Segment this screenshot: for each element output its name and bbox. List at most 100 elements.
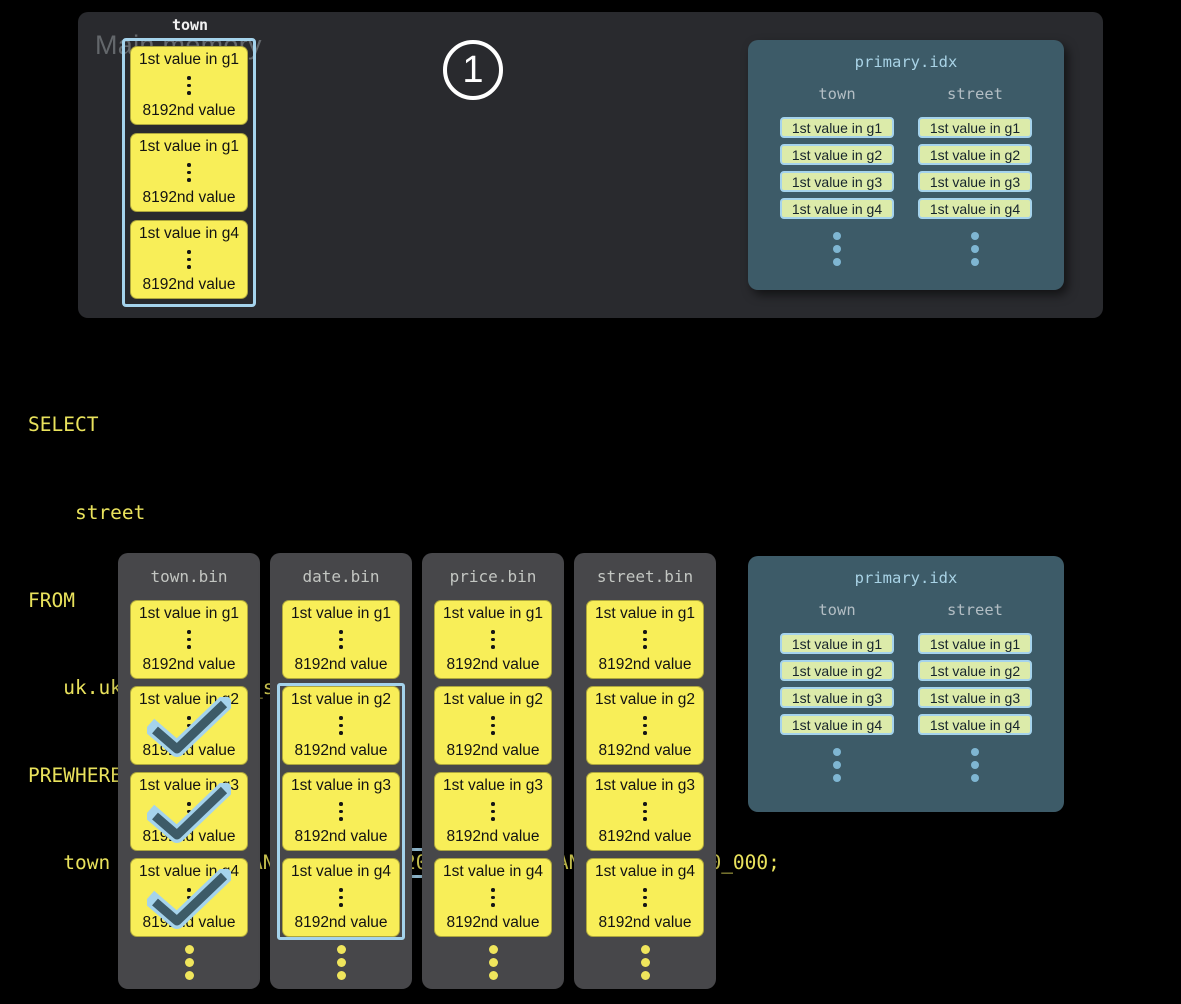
granule-last-value: 8192nd value — [598, 828, 692, 845]
granule-last-value: 8192nd value — [598, 742, 692, 759]
bin-panels-row: town.bin 1st value in g1 8192nd value — [118, 553, 716, 989]
bin-granule-list: 1st value in g1 8192nd value 1st value i… — [434, 600, 552, 937]
granule-block: 1st value in g2 8192nd value — [434, 686, 552, 765]
bin-granule-list: 1st value in g1 8192nd value 1st value i… — [130, 600, 248, 937]
step-number: 1 — [462, 48, 484, 91]
sql-line: SELECT — [28, 413, 99, 437]
index-pill: 1st value in g1 — [780, 633, 894, 654]
checkmark-icon — [147, 869, 231, 929]
granule-block: 1st value in g3 8192nd value — [130, 772, 248, 851]
index-pill-list: 1st value in g1 1st value in g2 1st value … — [918, 117, 1032, 219]
granule-first-value: 1st value in g4 — [595, 863, 695, 880]
bin-title: town.bin — [150, 567, 228, 586]
ellipsis-dots-icon — [339, 716, 343, 735]
ellipsis-dots-icon — [971, 748, 979, 782]
index-column: street 1st value in g1 1st value in g2 1st… — [918, 593, 1032, 782]
index-pill: 1st value in g4 — [780, 714, 894, 735]
bin-panel: street.bin 1st value in g1 8192nd value — [574, 553, 716, 989]
index-column: town 1st value in g1 1st value in g2 1st v… — [780, 593, 894, 782]
granule-last-value: 8192nd value — [446, 742, 540, 759]
ellipsis-dots-icon — [187, 250, 191, 269]
ellipsis-dots-icon — [491, 888, 495, 907]
checkmark-icon — [147, 783, 231, 843]
ellipsis-dots-icon — [971, 232, 979, 266]
granule-block: 1st value in g3 8192nd value — [586, 772, 704, 851]
granule-block: 1st value in g2 8192nd value — [130, 686, 248, 765]
index-pill: 1st value in g2 — [918, 144, 1032, 165]
ellipsis-dots-icon — [187, 630, 191, 649]
ellipsis-dots-icon — [643, 716, 647, 735]
granule-last-value: 8192nd value — [294, 742, 388, 759]
bin-title: street.bin — [596, 567, 694, 586]
index-column-label: street — [947, 601, 1003, 619]
primary-idx-panel-top: primary.idx town 1st value in g1 1st valu… — [748, 40, 1064, 290]
index-pill: 1st value in g3 — [918, 687, 1032, 708]
ellipsis-dots-icon — [643, 630, 647, 649]
granule-last-value: 8192nd value — [598, 914, 692, 931]
index-pill: 1st value in g2 — [780, 660, 894, 681]
granule-first-value: 1st value in g2 — [595, 691, 695, 708]
granule-first-value: 1st value in g1 — [443, 605, 543, 622]
checkmark-icon — [147, 697, 231, 757]
granule-block: 1st value in g1 8192nd value — [586, 600, 704, 679]
index-pill: 1st value in g4 — [918, 198, 1032, 219]
granule-last-value: 8192nd value — [294, 914, 388, 931]
granule-block: 1st value in g3 8192nd value — [282, 772, 400, 851]
granule-block: 1st value in g1 8192nd value — [282, 600, 400, 679]
granule-last-value: 8192nd value — [598, 656, 692, 673]
granule-block: 1st value in g1 8192nd value — [130, 133, 248, 212]
ellipsis-dots-icon — [833, 748, 841, 782]
granule-block: 1st value in g4 8192nd value — [130, 858, 248, 937]
granule-first-value: 1st value in g2 — [291, 691, 391, 708]
primary-idx-title: primary.idx — [854, 53, 958, 71]
granule-first-value: 1st value in g2 — [443, 691, 543, 708]
granule-block: 1st value in g4 8192nd value — [130, 220, 248, 299]
bin-panel: date.bin 1st value in g1 8192nd value — [270, 553, 412, 989]
bin-granules: 1st value in g1 8192nd value 1st value i… — [282, 600, 400, 937]
bin-granules: 1st value in g1 8192nd value 1st value i… — [434, 600, 552, 937]
sql-line: street — [28, 501, 146, 524]
index-column-label: town — [818, 85, 856, 103]
bin-granules: 1st value in g1 8192nd value 1st value i… — [130, 600, 248, 937]
primary-idx-columns: town 1st value in g1 1st value in g2 1st v… — [748, 593, 1064, 782]
ellipsis-dots-icon — [574, 945, 716, 980]
index-pill: 1st value in g3 — [780, 171, 894, 192]
granule-first-value: 1st value in g3 — [595, 777, 695, 794]
granule-last-value: 8192nd value — [294, 656, 388, 673]
index-column-label: town — [818, 601, 856, 619]
granule-block: 1st value in g1 8192nd value — [130, 46, 248, 125]
ellipsis-dots-icon — [643, 802, 647, 821]
granule-last-value: 8192nd value — [446, 914, 540, 931]
granule-last-value: 8192nd value — [446, 828, 540, 845]
index-pill-list: 1st value in g1 1st value in g2 1st value … — [918, 633, 1032, 735]
granule-first-value: 1st value in g4 — [443, 863, 543, 880]
ellipsis-dots-icon — [491, 716, 495, 735]
granule-first-value: 1st value in g3 — [443, 777, 543, 794]
granule-first-value: 1st value in g3 — [291, 777, 391, 794]
granule-first-value: 1st value in g4 — [139, 225, 239, 242]
granule-last-value: 8192nd value — [446, 656, 540, 673]
ellipsis-dots-icon — [491, 630, 495, 649]
granule-block: 1st value in g4 8192nd value — [282, 858, 400, 937]
memory-column-label: town — [171, 16, 209, 34]
ellipsis-dots-icon — [339, 888, 343, 907]
primary-idx-title: primary.idx — [854, 569, 958, 587]
granule-block: 1st value in g2 8192nd value — [282, 686, 400, 765]
bin-granules: 1st value in g1 8192nd value 1st value i… — [586, 600, 704, 937]
granule-last-value: 8192nd value — [294, 828, 388, 845]
granule-first-value: 1st value in g1 — [139, 138, 239, 155]
granule-first-value: 1st value in g1 — [291, 605, 391, 622]
granule-first-value: 1st value in g4 — [291, 863, 391, 880]
sql-line: FROM — [28, 588, 75, 612]
granule-block: 1st value in g1 8192nd value — [434, 600, 552, 679]
step-1-badge: 1 — [443, 40, 503, 100]
index-pill: 1st value in g4 — [780, 198, 894, 219]
granule-first-value: 1st value in g1 — [139, 605, 239, 622]
ellipsis-dots-icon — [833, 232, 841, 266]
ellipsis-dots-icon — [422, 945, 564, 980]
granule-block: 1st value in g1 8192nd value — [130, 600, 248, 679]
index-pill: 1st value in g1 — [780, 117, 894, 138]
granule-last-value: 8192nd value — [142, 656, 236, 673]
memory-granule-group: 1st value in g1 8192nd value 1st value i… — [122, 38, 256, 307]
granule-block: 1st value in g4 8192nd value — [586, 858, 704, 937]
